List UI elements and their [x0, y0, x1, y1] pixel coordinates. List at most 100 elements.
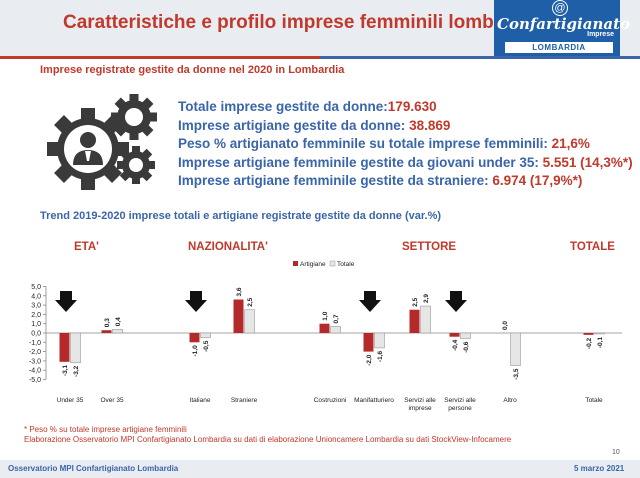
bar-value-label: -0,4: [452, 339, 459, 351]
bar-value-label: -3,2: [73, 365, 80, 377]
accent-bar-blue: [320, 56, 640, 59]
bar-artigiane: [583, 333, 594, 335]
logo-name: Confartigianato: [497, 15, 631, 33]
footer-organization: Osservatorio MPI Confartigianato Lombard…: [8, 464, 179, 473]
y-tick-label: 2,0: [31, 312, 41, 319]
stat-label: Peso % artigianato femminile su totale i…: [178, 136, 552, 151]
bar-value-label: 0,4: [115, 317, 122, 326]
bar-artigiane: [363, 333, 374, 352]
trend-title: Trend 2019-2020 imprese totali e artigia…: [40, 210, 442, 222]
legend-label-totale: Totale: [337, 261, 355, 268]
bar-totale: [594, 332, 605, 335]
bar-value-label: 0,7: [333, 314, 340, 323]
bar-value-label: 2,5: [247, 297, 254, 306]
category-label: Costruzioni: [314, 397, 347, 404]
bar-value-label: 0,3: [104, 318, 111, 327]
stat-value: 5.551 (14,3%*): [542, 154, 633, 170]
section-subtitle: Imprese registrate gestite da donne nel …: [40, 64, 345, 76]
bar-value-label: -1,6: [377, 350, 384, 362]
category-label: Italiane: [190, 397, 211, 404]
bar-value-label: 1,0: [322, 311, 329, 320]
group-label-nazionalita: NAZIONALITA': [188, 241, 268, 253]
stat-label: Imprese artigiane femminile gestite da g…: [178, 154, 543, 170]
bar-totale: [420, 305, 431, 334]
group-label-totale: TOTALE: [570, 241, 615, 253]
y-tick-label: -2,0: [29, 349, 41, 356]
group-label-settore: SETTORE: [402, 241, 457, 253]
down-arrow-icon: [359, 291, 381, 312]
bar-artigiane: [319, 323, 330, 333]
bar-artigiane: [189, 333, 200, 343]
bar-value-label: -3,5: [513, 368, 520, 380]
y-tick-label: 0,0: [31, 331, 41, 338]
stat-label: Imprese artigiane gestite da donne:: [178, 117, 410, 133]
y-tick-label: 3,0: [31, 303, 41, 310]
bar-totale: [330, 326, 341, 334]
gears-person-icon: [47, 94, 157, 190]
y-tick-label: 4,0: [31, 293, 41, 300]
bar-value-label: -1,0: [192, 345, 199, 357]
stat-value: 38.869: [409, 117, 451, 133]
down-arrow-icon: [185, 291, 207, 312]
category-label: Altro: [503, 397, 517, 404]
page-number: 10: [612, 449, 620, 456]
y-tick-label: -4,0: [29, 368, 41, 375]
bar-totale: [374, 332, 385, 349]
logo-region: LOMBARDIA: [505, 42, 613, 53]
stat-line: Imprese artigiane femminile gestite da s…: [178, 172, 633, 191]
stat-label: Totale imprese gestite da donne:: [178, 99, 388, 114]
bar-value-label: 2,5: [412, 297, 419, 306]
down-arrow-icon: [445, 291, 467, 312]
page-title: Caratteristiche e profilo imprese femmin…: [63, 12, 534, 33]
category-label: Totale: [585, 397, 603, 404]
logo-sub: Imprese: [587, 31, 614, 38]
stat-label: Imprese artigiane femminile gestite da s…: [178, 173, 493, 188]
stat-line: Imprese artigiane femminile gestite da g…: [178, 154, 633, 173]
category-label: Servizi alle imprese: [404, 397, 436, 412]
bar-value-label: 0,0: [502, 321, 509, 330]
stat-line: Imprese artigiane gestite da donne: 38.8…: [178, 117, 633, 136]
stat-line: Totale imprese gestite da donne:179.630: [178, 98, 633, 117]
bar-artigiane: [449, 333, 460, 337]
bar-totale: [112, 328, 123, 334]
category-label: Manifatturiero: [354, 397, 394, 404]
y-tick-label: -3,0: [29, 358, 41, 365]
bar-totale: [510, 332, 521, 366]
bar-value-label: -0,5: [203, 340, 210, 352]
bar-totale: [70, 332, 81, 364]
category-label: Over 35: [100, 397, 124, 404]
category-label: Straniere: [231, 397, 258, 404]
y-tick-label: 1,0: [31, 321, 41, 328]
bar-totale: [460, 332, 471, 339]
category-label: Servizi alle persone: [444, 397, 476, 412]
bar-value-label: 3,6: [236, 287, 243, 296]
bar-value-label: 2,9: [423, 294, 430, 303]
trend-bar-chart: 5,0 4,0 3,0 2,0 1,0 0,0 -1,0 -2,0 -3,0 -4,0 -5,0 Ar…: [29, 260, 622, 412]
footnote-source: Elaborazione Osservatorio MPI Confartigi…: [24, 435, 512, 444]
legend-swatch-totale: [329, 260, 336, 267]
stat-line: Peso % artigianato femminile su totale i…: [178, 135, 633, 154]
logo-at-icon: @: [552, 0, 568, 16]
legend-swatch-artigiane: [293, 261, 298, 266]
bar-value-label: -0,6: [463, 341, 470, 353]
y-tick-label: -1,0: [29, 340, 41, 347]
bar-totale: [244, 309, 255, 334]
footer-bar: [0, 460, 640, 478]
stat-value: 21,6%: [551, 136, 590, 151]
category-label: Under 35: [57, 397, 84, 404]
accent-bar-red: [0, 56, 320, 59]
bar-totale: [200, 332, 211, 338]
bar-artigiane: [59, 333, 70, 362]
stat-value: 179.630: [387, 99, 437, 114]
legend-label-artigiane: Artigiane: [300, 261, 326, 268]
y-tick-label: 5,0: [31, 284, 41, 291]
stats-list: Totale imprese gestite da donne:179.630 …: [178, 98, 633, 191]
bar-artigiane: [233, 299, 244, 333]
bar-value-label: -2,0: [366, 354, 373, 366]
bar-artigiane: [101, 330, 112, 333]
bar-value-label: -0,2: [586, 337, 593, 349]
bar-value-label: -0,1: [597, 337, 604, 349]
footer-date: 5 marzo 2021: [574, 464, 625, 473]
down-arrow-icon: [55, 291, 77, 312]
y-tick-label: -5,0: [29, 377, 41, 384]
